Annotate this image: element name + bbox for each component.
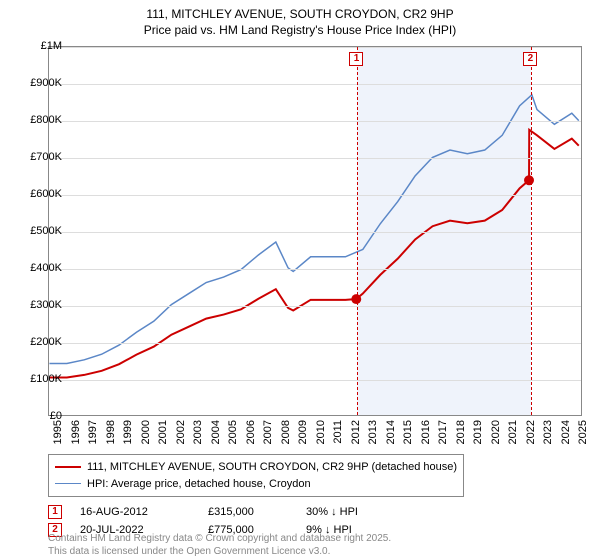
gridline-h (49, 195, 581, 196)
x-tick-label: 2024 (560, 420, 572, 444)
x-tick-label: 1995 (52, 420, 64, 444)
legend-and-table: 111, MITCHLEY AVENUE, SOUTH CROYDON, CR2… (48, 454, 582, 539)
series-paid-marker (524, 175, 534, 185)
legend-row-hpi: HPI: Average price, detached house, Croy… (55, 476, 457, 493)
attribution-line1: Contains HM Land Registry data © Crown c… (48, 533, 391, 546)
gridline-h (49, 306, 581, 307)
x-tick-label: 2023 (542, 420, 554, 444)
gridline-h (49, 380, 581, 381)
transaction-price: £315,000 (208, 506, 288, 518)
legend-row-paid: 111, MITCHLEY AVENUE, SOUTH CROYDON, CR2… (55, 459, 457, 476)
x-tick-label: 2017 (437, 420, 449, 444)
y-tick-label: £900K (30, 77, 62, 89)
transaction-row: 1 16-AUG-2012 £315,000 30% ↓ HPI (48, 503, 582, 521)
x-tick-label: 2004 (210, 420, 222, 444)
x-tick-label: 2025 (577, 420, 589, 444)
legend-label-hpi: HPI: Average price, detached house, Croy… (87, 476, 311, 493)
title-line2: Price paid vs. HM Land Registry's House … (0, 22, 600, 38)
title-line1: 111, MITCHLEY AVENUE, SOUTH CROYDON, CR2… (0, 6, 600, 22)
x-tick-label: 2018 (455, 420, 467, 444)
y-tick-label: £100K (30, 373, 62, 385)
x-tick-label: 2000 (140, 420, 152, 444)
x-tick-label: 1996 (70, 420, 82, 444)
gridline-h (49, 84, 581, 85)
x-tick-label: 2015 (402, 420, 414, 444)
chart-svg (49, 47, 581, 415)
x-tick-label: 2021 (507, 420, 519, 444)
x-tick-label: 2010 (315, 420, 327, 444)
transaction-marker-2: 2 (523, 52, 537, 66)
legend-swatch-hpi (55, 483, 81, 484)
transaction-diff: 30% ↓ HPI (306, 506, 358, 518)
gridline-h (49, 121, 581, 122)
gridline-h (49, 269, 581, 270)
series-hpi (49, 95, 578, 364)
gridline-h (49, 158, 581, 159)
series-paid-marker (351, 294, 361, 304)
chart-container: 111, MITCHLEY AVENUE, SOUTH CROYDON, CR2… (0, 0, 600, 560)
x-tick-label: 2013 (367, 420, 379, 444)
attribution-line2: This data is licensed under the Open Gov… (48, 546, 391, 559)
legend-box: 111, MITCHLEY AVENUE, SOUTH CROYDON, CR2… (48, 454, 464, 497)
x-tick-label: 2006 (245, 420, 257, 444)
y-tick-label: £800K (30, 114, 62, 126)
x-tick-label: 2008 (280, 420, 292, 444)
x-tick-label: 2011 (332, 420, 344, 444)
x-tick-label: 2016 (420, 420, 432, 444)
transaction-vline (357, 47, 358, 415)
title-block: 111, MITCHLEY AVENUE, SOUTH CROYDON, CR2… (0, 0, 600, 38)
y-tick-label: £500K (30, 225, 62, 237)
gridline-h (49, 343, 581, 344)
transaction-marker-1: 1 (349, 52, 363, 66)
x-tick-label: 2002 (175, 420, 187, 444)
x-tick-label: 2014 (385, 420, 397, 444)
x-tick-label: 2012 (350, 420, 362, 444)
legend-swatch-paid (55, 466, 81, 468)
legend-label-paid: 111, MITCHLEY AVENUE, SOUTH CROYDON, CR2… (87, 459, 457, 476)
plot-area (48, 46, 582, 416)
x-tick-label: 2009 (297, 420, 309, 444)
y-tick-label: £300K (30, 299, 62, 311)
x-tick-label: 1997 (87, 420, 99, 444)
gridline-h (49, 47, 581, 48)
transaction-date: 16-AUG-2012 (80, 506, 190, 518)
x-tick-label: 2022 (525, 420, 537, 444)
y-tick-label: £600K (30, 188, 62, 200)
transaction-vline (531, 47, 532, 415)
x-tick-label: 2020 (490, 420, 502, 444)
y-tick-label: £200K (30, 336, 62, 348)
gridline-h (49, 232, 581, 233)
transaction-row-marker: 1 (48, 505, 62, 519)
y-tick-label: £1M (41, 40, 62, 52)
x-tick-label: 2005 (227, 420, 239, 444)
x-tick-label: 1999 (122, 420, 134, 444)
x-tick-label: 2007 (262, 420, 274, 444)
x-tick-label: 2019 (472, 420, 484, 444)
y-tick-label: £700K (30, 151, 62, 163)
y-tick-label: £400K (30, 262, 62, 274)
x-tick-label: 2003 (192, 420, 204, 444)
series-paid (49, 130, 578, 378)
attribution: Contains HM Land Registry data © Crown c… (48, 533, 391, 558)
x-tick-label: 1998 (105, 420, 117, 444)
x-tick-label: 2001 (157, 420, 169, 444)
